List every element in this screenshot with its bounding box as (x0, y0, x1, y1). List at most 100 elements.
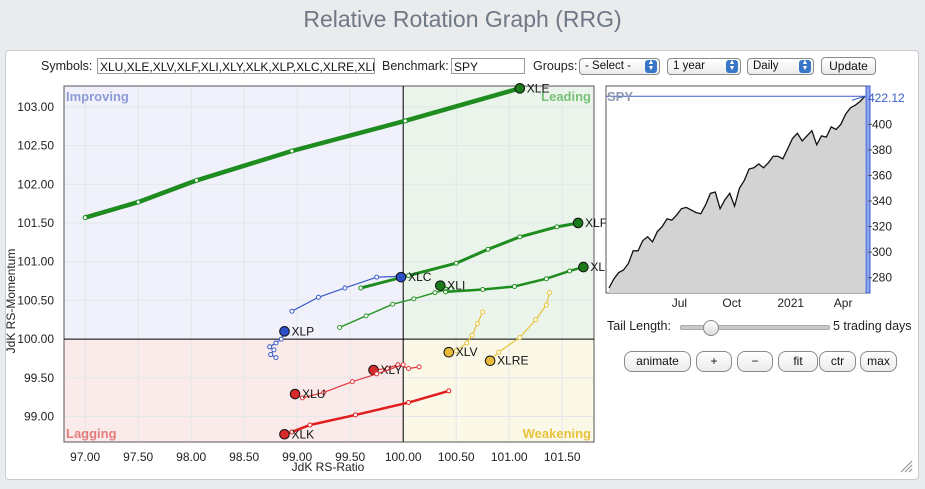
period-select[interactable]: 1 year ▲ ▼ (667, 58, 741, 75)
groups-select[interactable]: - Select - ▲ ▼ (579, 58, 660, 75)
zoom-in-button[interactable]: + (696, 351, 732, 372)
series-xlb: XLB (443, 260, 606, 295)
tail-point (278, 336, 284, 342)
tail-point (543, 276, 549, 282)
tail-point (273, 340, 279, 346)
tail-point (273, 355, 279, 361)
x-tick-label: 101.50 (544, 450, 581, 464)
spy-range-handle (865, 85, 871, 294)
fit-button[interactable]: fit (778, 351, 818, 372)
quadrant-label-leading: Leading (541, 89, 591, 104)
tail-point (485, 246, 491, 252)
tail-point (300, 395, 305, 401)
tail-point (374, 371, 380, 377)
spy-x-tick-label: Oct (722, 296, 741, 310)
spy-y-tick-label: 300 (872, 245, 892, 259)
tail-point (469, 332, 475, 338)
x-tick-label: 98.00 (176, 450, 206, 464)
groups-label: Groups: (533, 59, 578, 73)
y-tick-label: 100.00 (17, 332, 54, 346)
tail-point (400, 362, 406, 368)
tail-point (546, 290, 552, 296)
tail-point (554, 224, 560, 230)
quadrant-label-improving: Improving (66, 89, 129, 104)
x-tick-label: 100.50 (438, 450, 475, 464)
head-point (484, 355, 496, 367)
series-label: XLK (291, 427, 314, 441)
rrg-panel: Symbols: XLU,XLE,XLV,XLF,XLI,XLY,XLK,XLP… (5, 50, 919, 480)
grid-lines (63, 85, 595, 443)
y-tick-label: 102.00 (17, 177, 54, 191)
head-point (578, 261, 589, 273)
x-tick-label: 101.00 (491, 450, 528, 464)
head-point (435, 280, 446, 291)
animate-button[interactable]: animate (624, 351, 691, 372)
y-tick-label: 101.50 (17, 216, 54, 230)
tail-point (411, 296, 417, 302)
tail-length-slider-handle[interactable] (702, 320, 719, 336)
resize-handle-icon[interactable] (899, 459, 913, 473)
update-button[interactable]: Update (821, 57, 876, 75)
spy-y-axis-ticks: 280 300 320 340 360 380 400 (868, 117, 892, 285)
tail-point (337, 324, 343, 330)
rrg-chart: Improving Leading Lagging Weakening XLE XLF X… (6, 81, 606, 474)
tail-point (406, 273, 411, 279)
quadrant-label-weakening: Weakening (523, 426, 591, 441)
tail-point (135, 199, 141, 205)
y-tick-label: 100.50 (17, 293, 54, 307)
tail-length-slider[interactable] (680, 320, 830, 336)
zoom-out-button[interactable]: − (737, 351, 773, 372)
spy-title: SPY (607, 89, 633, 104)
y-axis-label: JdK RS-Momentum (6, 249, 18, 354)
tail-point (268, 352, 274, 358)
tail-point (342, 285, 348, 291)
tail-point (321, 389, 327, 395)
benchmark-input[interactable]: SPY (451, 58, 525, 74)
spy-x-tick-label: 2021 (777, 296, 804, 310)
tail-point (453, 260, 459, 266)
tail-point (349, 379, 355, 385)
x-tick-label: 100.00 (385, 450, 422, 464)
y-tick-label: 102.50 (17, 139, 54, 153)
interval-select[interactable]: Daily ▲ ▼ (747, 58, 814, 75)
spy-x-tick-label: Jul (672, 296, 687, 310)
y-axis-ticks: 99.00 99.50 100.00 100.50 101.00 101.50 102.00… (17, 100, 54, 424)
series-xlu: XLU (289, 362, 406, 401)
series-label: XLE (527, 81, 550, 95)
head-point (279, 428, 290, 440)
series-xli: XLI (337, 279, 465, 330)
tail-point (480, 287, 486, 293)
head-point (514, 83, 526, 94)
tail-point (406, 400, 411, 406)
spy-x-axis-ticks: Jul Oct 2021 Apr (672, 296, 853, 310)
tail-point (390, 301, 396, 307)
series-tails: XLE XLF XLB XLI XLC XLP XLV XLRE XLY XLU XLK (82, 81, 606, 441)
quadrant-labels: Improving Leading Lagging Weakening (66, 89, 591, 441)
tail-point (448, 286, 454, 292)
spy-price-area (605, 85, 871, 294)
spy-last-value: 422.12 (868, 91, 905, 105)
plot-frame (63, 85, 595, 443)
x-tick-label: 97.50 (123, 450, 153, 464)
series-label: XLI (447, 279, 465, 293)
max-button[interactable]: max (860, 351, 897, 372)
series-label: XLF (585, 216, 606, 230)
y-tick-label: 103.00 (17, 100, 54, 114)
head-point (443, 346, 455, 358)
groups-select-value: - Select - (585, 60, 632, 72)
y-tick-label: 99.50 (24, 371, 54, 385)
y-tick-label: 99.00 (24, 409, 54, 423)
series-xlp: XLP (267, 324, 314, 361)
tail-point (567, 268, 573, 274)
center-button[interactable]: ctr (819, 351, 856, 372)
quadrant-label-lagging: Lagging (66, 426, 117, 441)
x-axis-label: JdK RS-Ratio (292, 460, 365, 474)
symbols-input[interactable]: XLU,XLE,XLV,XLF,XLI,XLY,XLK,XLP,XLC,XLRE… (97, 58, 375, 74)
tail-point (267, 344, 273, 350)
tail-point (474, 321, 480, 327)
tail-point (363, 313, 369, 319)
tail-length-label: Tail Length: (607, 319, 671, 333)
tail-point (416, 364, 422, 370)
y-tick-label: 101.00 (17, 255, 54, 269)
